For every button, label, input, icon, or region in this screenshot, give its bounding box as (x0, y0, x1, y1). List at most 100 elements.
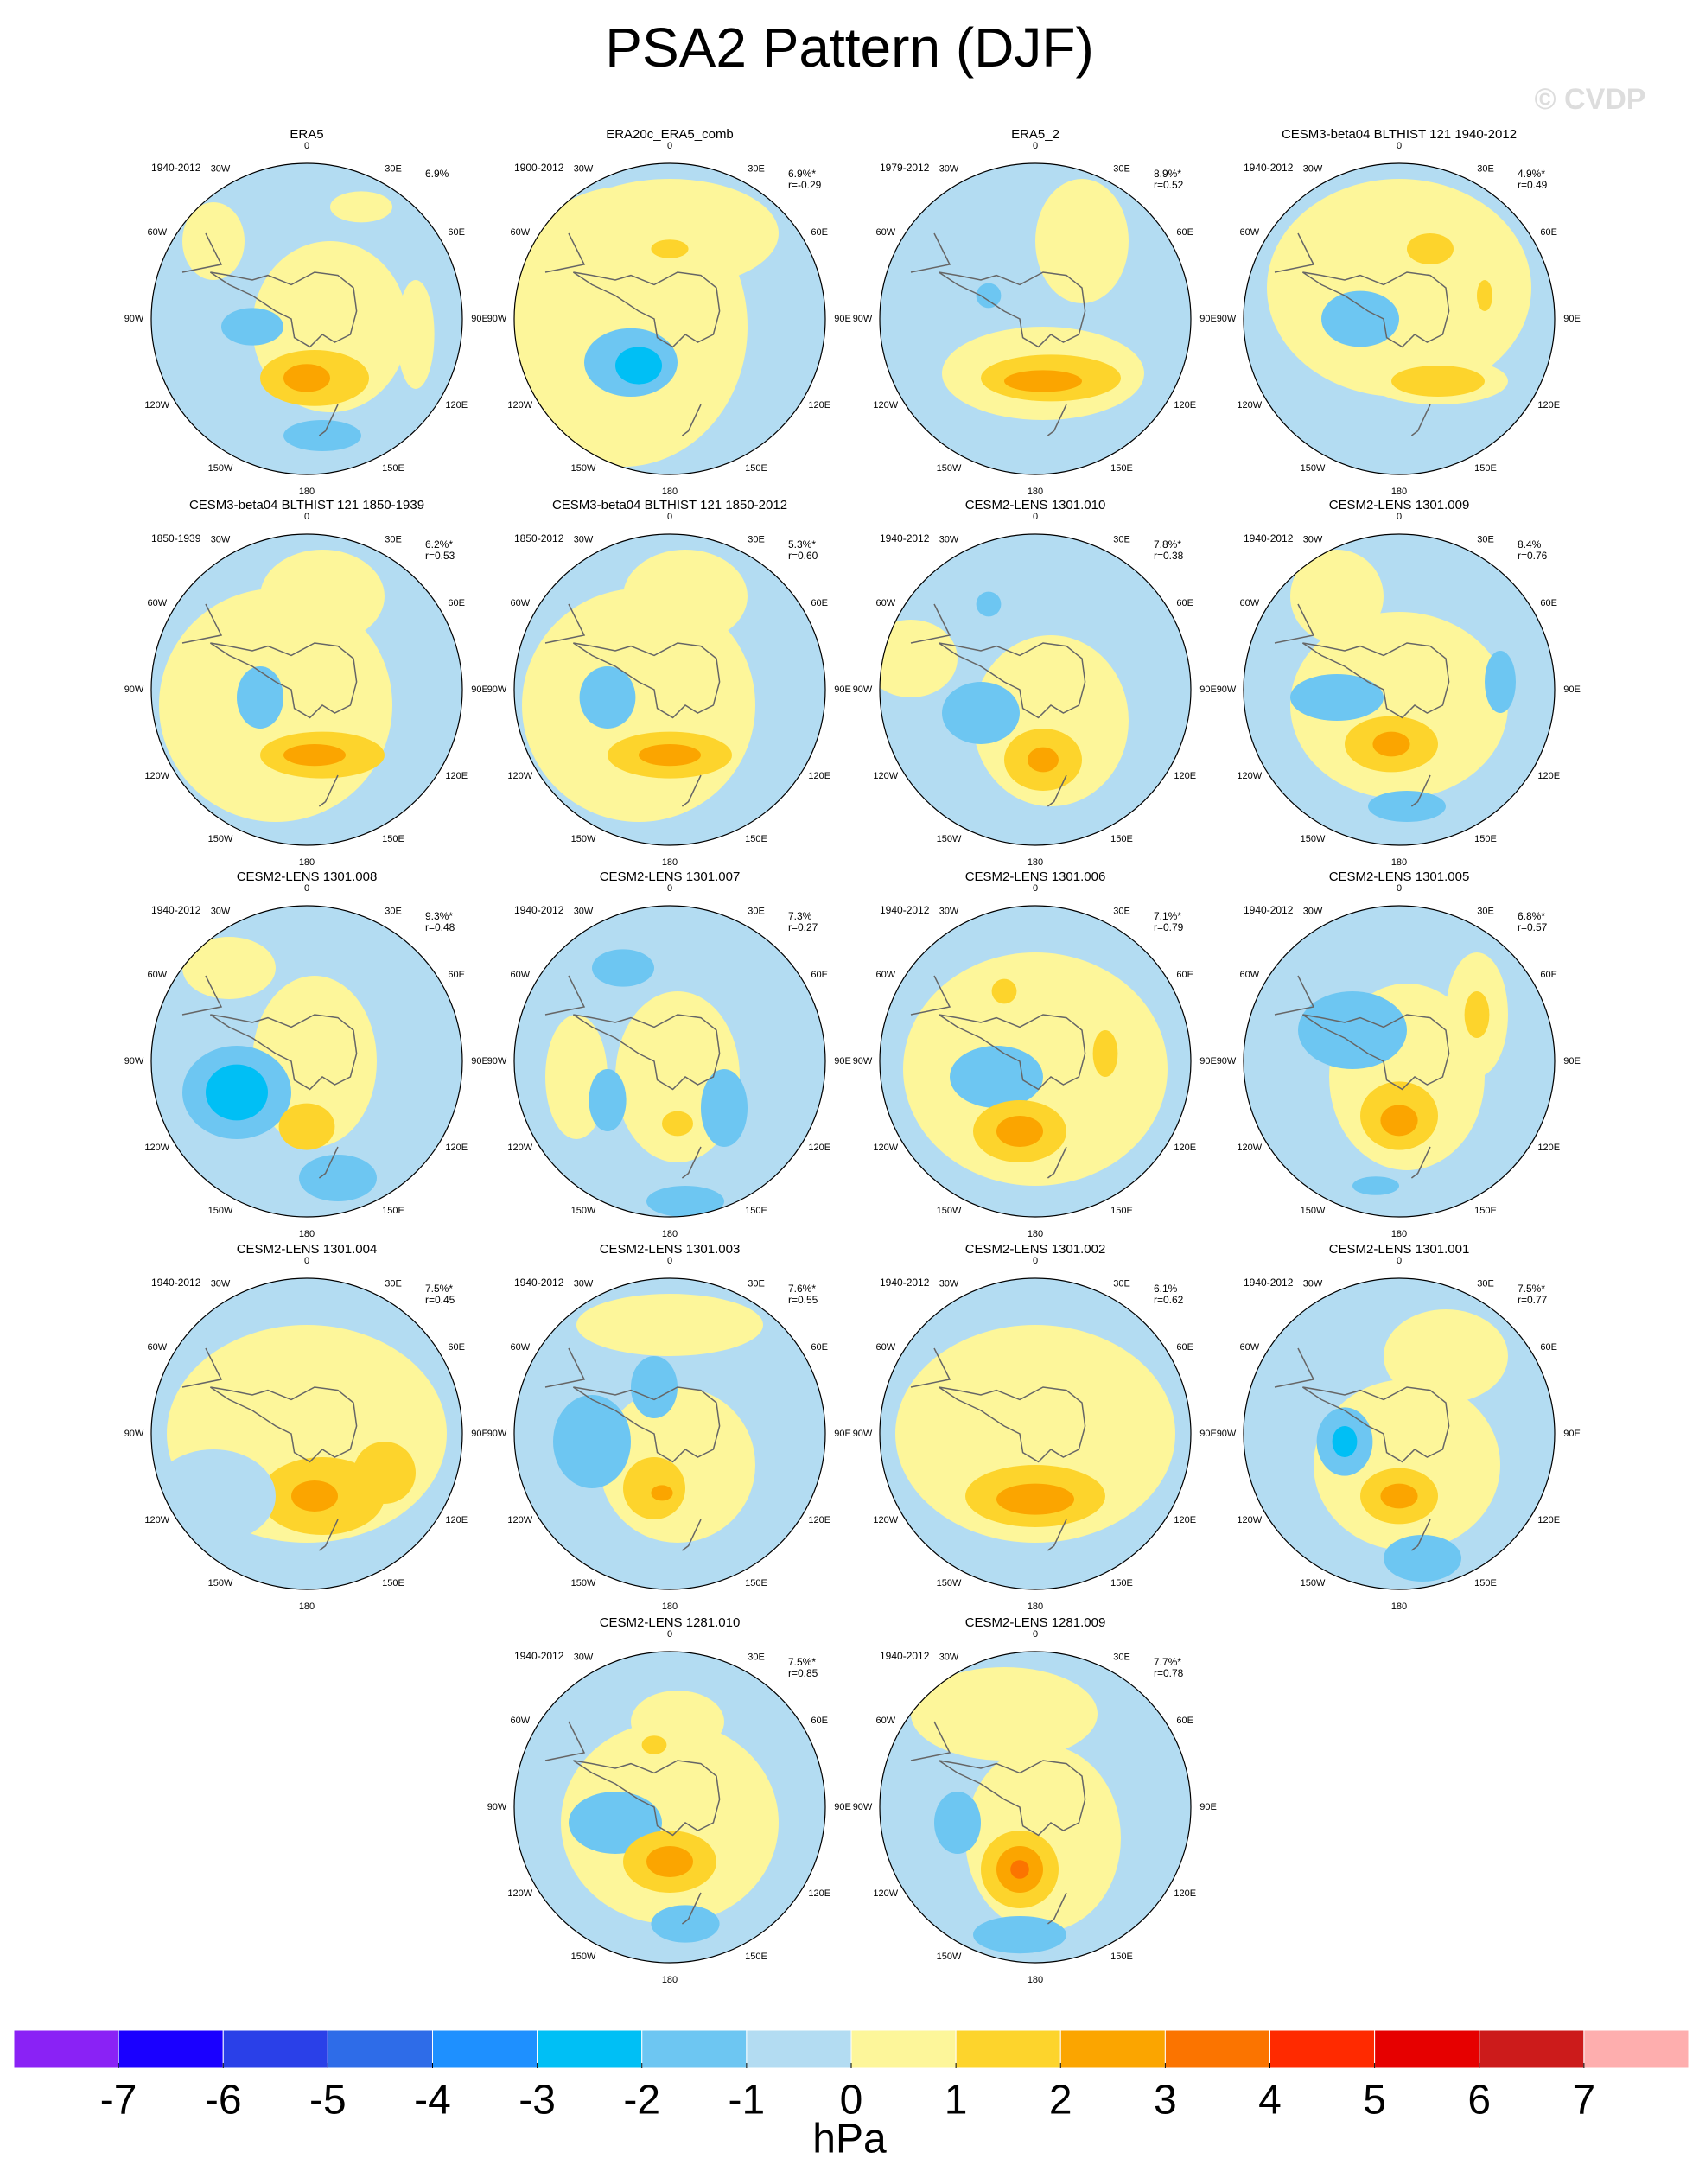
longitude-label: 60E (1540, 598, 1557, 608)
longitude-label: 30E (385, 1279, 402, 1289)
longitude-label: 30W (574, 535, 594, 545)
coastline (1274, 1347, 1450, 1551)
map-field (880, 534, 1191, 845)
longitude-label: 150E (1474, 1578, 1497, 1589)
longitude-label: 60E (1176, 227, 1193, 238)
longitude-label: 0 (304, 512, 309, 522)
longitude-label: 120E (1174, 1143, 1196, 1153)
longitude-label: 60E (1540, 227, 1557, 238)
longitude-label: 120E (1537, 400, 1560, 411)
longitude-label: 90E (834, 1056, 851, 1067)
variance-percent: 6.1% (1154, 1283, 1178, 1295)
contour-region (641, 1735, 667, 1754)
longitude-label: 60E (1176, 598, 1193, 608)
longitude-label: 0 (1397, 141, 1402, 151)
period: 1940-2012 (880, 904, 930, 916)
longitude-label: 120E (1174, 771, 1196, 781)
longitude-label: 90W (487, 314, 507, 324)
longitude-label: 180 (1028, 1229, 1043, 1239)
field-background (880, 163, 1191, 474)
longitude-label: 60E (1176, 1716, 1193, 1726)
map-border (879, 1277, 1192, 1590)
longitude-label: 180 (299, 857, 315, 868)
contour-region (996, 1483, 1074, 1515)
longitude-label: 150W (208, 1206, 233, 1216)
longitude-label: 0 (1033, 1256, 1038, 1266)
contour-region (1004, 370, 1082, 392)
longitude-label: 120E (1537, 771, 1560, 781)
map-border (1243, 533, 1556, 846)
coastline (544, 1721, 721, 1925)
longitude-label: 90W (487, 1429, 507, 1439)
panel-title: CESM2-LENS 1281.009 (965, 1615, 1106, 1630)
map-border (879, 533, 1192, 846)
longitude-label: 30W (211, 535, 231, 545)
longitude-label: 90W (853, 1056, 873, 1067)
variance-percent: 4.9%* (1518, 168, 1545, 180)
color-box (1479, 2029, 1585, 2069)
longitude-label: 0 (1033, 141, 1038, 151)
longitude-label: 180 (662, 487, 678, 497)
longitude-label: 90W (124, 684, 144, 695)
contour-region (942, 682, 1020, 744)
longitude-label: 30E (1113, 1279, 1130, 1289)
longitude-label: 90W (487, 1056, 507, 1067)
map-panel: 0 30E 60E 90E 120E 150E 180 150W 120W 90W 60W 30W CE… (124, 869, 488, 1239)
panel-title: CESM2-LENS 1301.005 (1329, 869, 1470, 884)
period: 1940-2012 (1244, 904, 1294, 916)
coastline (544, 603, 721, 807)
variance-percent: 6.8%* (1518, 910, 1545, 922)
map-panel: 0 30E 60E 90E 120E 150E 180 150W 120W 90W 60W 30W ER… (487, 127, 851, 497)
longitude-label: 60W (1239, 970, 1259, 980)
longitude-label: 150E (382, 1206, 404, 1216)
map-field (151, 906, 462, 1217)
period: 1940-2012 (514, 1277, 564, 1289)
contour-region (561, 179, 779, 288)
contour-region (1380, 1105, 1418, 1137)
longitude-label: 150E (382, 1578, 404, 1589)
map-border (513, 905, 826, 1218)
coastline (544, 1347, 721, 1551)
contour-region (353, 1442, 416, 1504)
pattern-correlation: r=0.77 (1518, 1294, 1548, 1306)
longitude-label: 90E (471, 314, 488, 324)
longitude-label: 90E (834, 314, 851, 324)
variance-percent: 6.2%* (425, 538, 453, 551)
longitude-label: 150E (1110, 463, 1133, 474)
contour-region (662, 1111, 693, 1137)
longitude-label: 60E (811, 1342, 828, 1353)
longitude-label: 30W (211, 907, 231, 917)
colorbar-tick-label: -4 (414, 2078, 451, 2124)
longitude-label: 0 (667, 1256, 672, 1266)
color-box (641, 2029, 748, 2069)
variance-percent: 7.6%* (788, 1283, 816, 1295)
longitude-label: 60W (147, 227, 167, 238)
longitude-label: 0 (667, 512, 672, 522)
longitude-label: 120E (445, 1515, 468, 1525)
period: 1940-2012 (880, 1277, 930, 1289)
map-border (879, 1651, 1192, 1964)
map-field (514, 906, 825, 1217)
longitude-label: 90E (1199, 1056, 1217, 1067)
longitude-label: 60W (1239, 227, 1259, 238)
longitude-label: 30W (939, 907, 959, 917)
pattern-correlation: r=0.79 (1154, 921, 1184, 933)
colorbar: -7 -6 -5 -4 -3 -2 -1 0 1 2 3 4 5 6 7 hPa (13, 2029, 1689, 2162)
longitude-label: 0 (1033, 1629, 1038, 1640)
longitude-label: 90W (853, 1429, 873, 1439)
longitude-label: 150E (745, 463, 767, 474)
colorbar-label: hPa (812, 2117, 887, 2162)
contour-region (1352, 1176, 1399, 1195)
longitude-label: 150W (571, 1578, 596, 1589)
colorbar-tick-label: -2 (623, 2078, 660, 2124)
variance-percent: 8.9%* (1154, 168, 1181, 180)
longitude-label: 90W (1217, 314, 1237, 324)
longitude-label: 30E (1113, 1652, 1130, 1663)
longitude-label: 30E (1477, 1279, 1494, 1289)
map-border (879, 162, 1192, 475)
longitude-label: 0 (1397, 883, 1402, 894)
pattern-correlation: r=0.27 (788, 921, 818, 933)
map-border (150, 1277, 463, 1590)
contour-region (283, 420, 361, 451)
map-panel: 0 30E 60E 90E 120E 150E 180 150W 120W 90W 60W 30W CE… (487, 498, 851, 868)
